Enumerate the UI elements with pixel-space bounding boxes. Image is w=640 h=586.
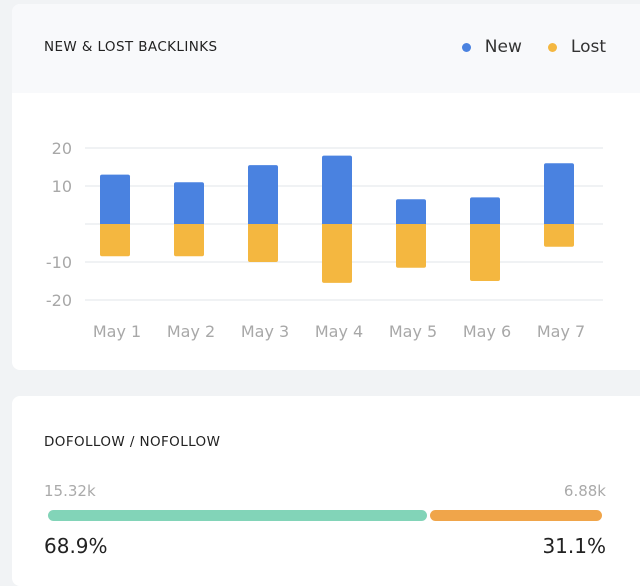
chart-legend: New Lost xyxy=(436,37,606,57)
follow-title: DOFOLLOW / NOFOLLOW xyxy=(44,434,221,450)
nofollow-percent: 31.1% xyxy=(542,534,606,558)
legend-dot-new xyxy=(461,42,471,52)
bar-new xyxy=(396,199,426,224)
follow-card: DOFOLLOW / NOFOLLOW 15.32k 6.88k 68.9% 3… xyxy=(12,396,640,586)
y-tick-label: -10 xyxy=(46,253,72,272)
x-tick-label: May 3 xyxy=(241,322,289,341)
bar-new xyxy=(248,165,278,224)
bar-lost xyxy=(470,224,500,281)
x-tick-label: May 2 xyxy=(167,322,215,341)
legend-item-new[interactable]: New xyxy=(461,37,522,57)
x-tick-label: May 4 xyxy=(315,322,363,341)
x-tick-label: May 6 xyxy=(463,322,511,341)
backlinks-chart: 20 10 -10 -20 May 1 May 2 May 3 May 4 May 5 May 6… xyxy=(46,139,603,341)
legend-label-lost: Lost xyxy=(570,37,606,57)
backlinks-title: NEW & LOST BACKLINKS xyxy=(44,39,218,55)
x-tick-label: May 7 xyxy=(537,322,585,341)
bar-lost xyxy=(248,224,278,262)
bar-new xyxy=(470,197,500,224)
x-tick-label: May 1 xyxy=(93,322,141,341)
y-tick-label: 20 xyxy=(52,139,72,158)
bar-new xyxy=(100,174,130,224)
bar-lost xyxy=(322,224,352,283)
y-tick-label: -20 xyxy=(46,291,72,310)
bar-new xyxy=(174,182,204,224)
bar-lost xyxy=(544,224,574,247)
x-tick-label: May 5 xyxy=(389,322,437,341)
legend-label-new: New xyxy=(484,37,522,57)
y-tick-label: 10 xyxy=(52,177,72,196)
nofollow-count: 6.88k xyxy=(563,482,606,500)
bar-new xyxy=(322,155,352,224)
bar-lost xyxy=(174,224,204,257)
dofollow-count: 15.32k xyxy=(44,482,96,500)
backlinks-card-header xyxy=(12,4,640,93)
dofollow-percent: 68.9% xyxy=(44,534,108,558)
dofollow-bar xyxy=(48,510,427,521)
nofollow-bar xyxy=(429,510,602,521)
bar-lost xyxy=(100,224,130,257)
legend-dot-lost xyxy=(547,42,557,52)
legend-item-lost[interactable]: Lost xyxy=(547,37,606,57)
bar-lost xyxy=(396,224,426,268)
bar-new xyxy=(544,163,574,224)
